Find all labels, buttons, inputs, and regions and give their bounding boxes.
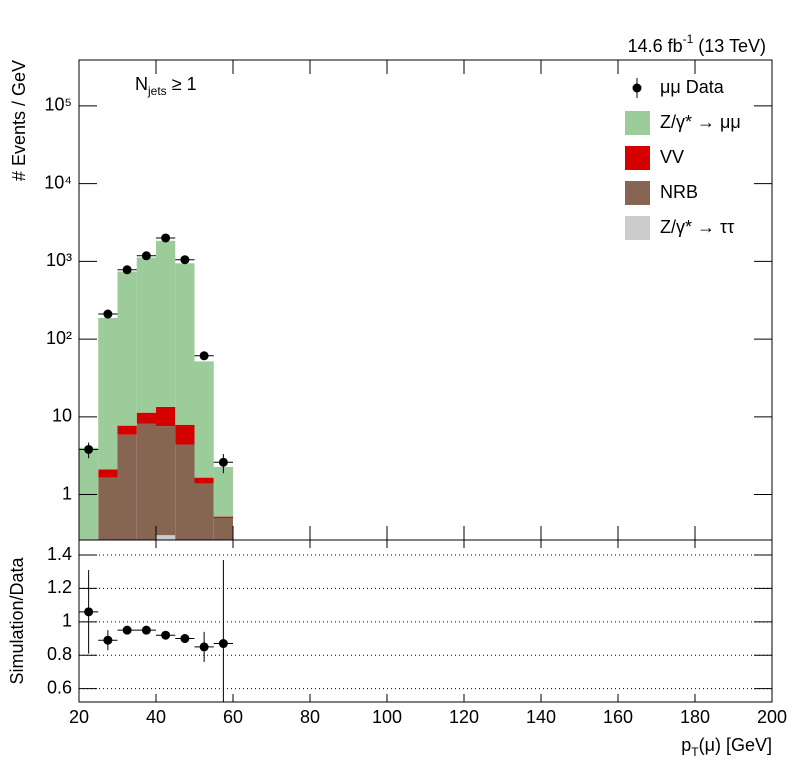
- y-tick-label: 10: [52, 406, 72, 426]
- histogram-bar: [98, 317, 118, 470]
- histogram-bar: [156, 406, 176, 427]
- data-point: [180, 255, 190, 265]
- x-tick-label: 20: [69, 707, 89, 727]
- x-tick-label: 120: [449, 707, 479, 727]
- legend-label: NRB: [660, 182, 698, 202]
- y-axis-label: Simulation/Data: [7, 556, 27, 684]
- y-tick-label: 10⁵: [45, 95, 72, 115]
- histogram-bar: [98, 477, 118, 540]
- data-point: [161, 630, 171, 640]
- lumi-label: 14.6 fb-1 (13 TeV): [628, 32, 766, 56]
- x-label-text: p: [681, 735, 691, 755]
- x-tick-label: 80: [300, 707, 320, 727]
- plot-frame: [78, 539, 773, 703]
- data-point: [122, 265, 132, 275]
- histogram-bar: [136, 257, 156, 413]
- x-label-rest: (μ) [GeV]: [699, 735, 772, 755]
- y-tick-label: 10²: [46, 328, 72, 348]
- histogram-bar: [136, 423, 156, 540]
- histogram-bar: [156, 535, 176, 540]
- legend-swatch: [625, 111, 650, 135]
- data-point: [218, 457, 228, 467]
- lumi-text: 14.6 fb: [628, 36, 683, 56]
- data-point: [180, 634, 190, 644]
- data-point: [161, 233, 171, 243]
- legend-swatch: [625, 216, 650, 240]
- y-tick-label: 0.8: [47, 644, 72, 664]
- histogram-bar: [213, 467, 233, 517]
- x-tick-label: 60: [223, 707, 243, 727]
- histogram-bar: [175, 263, 195, 425]
- y-tick-label: 1: [62, 483, 72, 503]
- x-tick-label: 180: [680, 707, 710, 727]
- y-tick-label: 1.4: [47, 544, 72, 564]
- histogram-bar: [213, 516, 233, 518]
- annotation-text: N: [135, 74, 148, 94]
- data-point: [141, 251, 151, 261]
- histogram-bar: [98, 469, 118, 478]
- histogram-bar: [156, 426, 176, 536]
- plot-area: [79, 233, 233, 540]
- x-tick-label: 100: [372, 707, 402, 727]
- x-tick-label: 40: [146, 707, 166, 727]
- x-axis-label: pT(μ) [GeV]: [681, 735, 772, 759]
- histogram-bar: [175, 424, 195, 445]
- y-tick-label: 10³: [46, 250, 72, 270]
- histogram-bar: [156, 240, 176, 407]
- legend-label: μμ Data: [660, 77, 725, 97]
- data-point: [84, 444, 94, 454]
- y-tick-label: 0.6: [47, 677, 72, 697]
- x-label-sub: T: [691, 745, 699, 759]
- data-point: [218, 639, 228, 649]
- legend-swatch: [625, 181, 650, 205]
- annotation: Njets ≥ 1: [135, 74, 197, 98]
- x-tick-label: 200: [757, 707, 787, 727]
- legend-label: VV: [660, 147, 684, 167]
- histogram-bar: [117, 425, 137, 435]
- data-point: [199, 642, 209, 652]
- annotation-rest: ≥ 1: [167, 74, 197, 94]
- data-point: [141, 625, 151, 635]
- x-tick-label: 160: [603, 707, 633, 727]
- histogram-bar: [117, 271, 137, 426]
- histogram-bar: [213, 517, 233, 540]
- lumi-rest: (13 TeV): [693, 36, 766, 56]
- histogram-bar: [175, 444, 195, 540]
- annotation-sub: jets: [147, 84, 167, 98]
- legend-label: Z/γ* → μμ: [660, 112, 741, 132]
- histogram-bar: [136, 412, 156, 424]
- data-point: [199, 351, 209, 361]
- histogram-bar: [79, 447, 99, 540]
- y-axis-label: # Events / GeV: [9, 60, 29, 181]
- data-point: [103, 635, 113, 645]
- y-tick-label: 1: [62, 611, 72, 631]
- histogram-bar: [194, 361, 214, 478]
- data-point: [122, 625, 132, 635]
- legend-marker: [632, 83, 642, 93]
- plot-area: [79, 560, 233, 702]
- y-tick-label: 10⁴: [44, 172, 72, 192]
- y-tick-label: 1.2: [47, 577, 72, 597]
- histogram-bar: [117, 434, 137, 540]
- histogram-bar: [194, 477, 214, 484]
- histogram-bar: [194, 483, 214, 540]
- data-point: [84, 607, 94, 617]
- x-tick-label: 140: [526, 707, 556, 727]
- legend-label: Z/γ* → ττ: [660, 217, 734, 237]
- legend-swatch: [625, 146, 650, 170]
- lumi-sup: -1: [683, 32, 694, 46]
- data-point: [103, 309, 113, 319]
